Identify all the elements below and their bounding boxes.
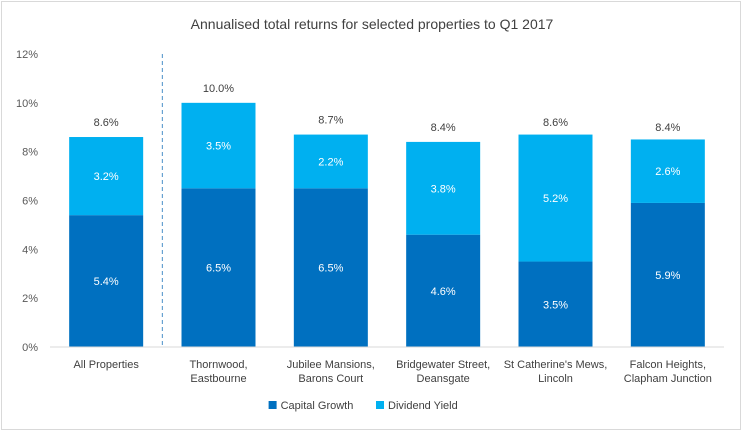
capital-growth-bar [406,234,481,347]
dividend-yield-data-label: 5.2% [543,193,568,205]
capital-growth-bar [630,202,705,347]
total-data-label: 8.6% [94,117,119,129]
dividend-yield-bar [406,141,481,235]
capital-growth-data-label: 5.4% [94,276,119,288]
total-data-label: 10.0% [203,83,234,95]
total-data-label: 8.6% [543,117,568,129]
bars: 5.4% 3.2% 8.6% 6.5% 3.5% 10.0% 6.5% 2.2% 8.7% 4.6… [69,54,705,347]
chart-frame: Annualised total returns for selected pr… [1,1,741,430]
dividend-yield-bar [630,139,705,203]
legend-label-dividend-yield: Dividend Yield [388,400,458,412]
dividend-yield-data-label: 3.2% [94,171,119,183]
dividend-yield-bar [518,134,593,262]
capital-growth-bar [181,188,256,347]
category-label: Bridgewater Street, Deansgate [396,359,490,385]
capital-growth-data-label: 3.5% [543,299,568,311]
capital-growth-bar [518,261,593,347]
capital-growth-data-label: 5.9% [655,270,680,282]
capital-growth-data-label: 4.6% [431,286,456,298]
category-label: St Catherine's Mews, Lincoln [504,359,608,385]
y-tick-label: 4% [22,244,38,256]
capital-growth-data-label: 6.5% [206,263,231,275]
category-label: Jubilee Mansions, Barons Court [287,359,375,385]
y-tick-label: 0% [22,342,38,354]
y-axis: 0% 2% 4% 6% 8% 10% 12% [16,49,38,354]
dividend-yield-data-label: 2.6% [655,166,680,178]
category-label: Falcon Heights, Clapham Junction [624,359,712,385]
y-tick-label: 6% [22,196,38,208]
dividend-yield-data-label: 3.5% [206,141,231,153]
category-label: Thornwood, Eastbourne [189,359,247,385]
y-tick-label: 12% [16,49,38,61]
legend-swatch-dividend-yield [376,401,384,409]
y-tick-label: 2% [22,293,38,305]
dividend-yield-bar [69,137,144,216]
capital-growth-bar [293,188,368,347]
category-label: All Properties [73,359,139,371]
legend-label-capital-growth: Capital Growth [281,400,354,412]
dividend-yield-data-label: 3.8% [431,183,456,195]
legend-swatch-capital-growth [268,401,277,409]
y-tick-label: 8% [22,147,38,159]
total-data-label: 8.4% [655,122,680,134]
total-data-label: 8.7% [318,115,343,127]
stacked-bar-chart: Annualised total returns for selected pr… [16,16,724,412]
capital-growth-bar [69,215,144,347]
dividend-yield-bar [181,102,256,189]
chart-title: Annualised total returns for selected pr… [191,16,554,32]
y-tick-label: 10% [16,98,38,110]
legend: Capital Growth Dividend Yield [268,400,458,412]
dividend-yield-data-label: 2.2% [318,156,343,168]
x-axis: All Properties Thornwood, Eastbourne Jubile… [50,346,724,385]
total-data-label: 8.4% [431,122,456,134]
dividend-yield-bar [293,134,368,189]
capital-growth-data-label: 6.5% [318,263,343,275]
